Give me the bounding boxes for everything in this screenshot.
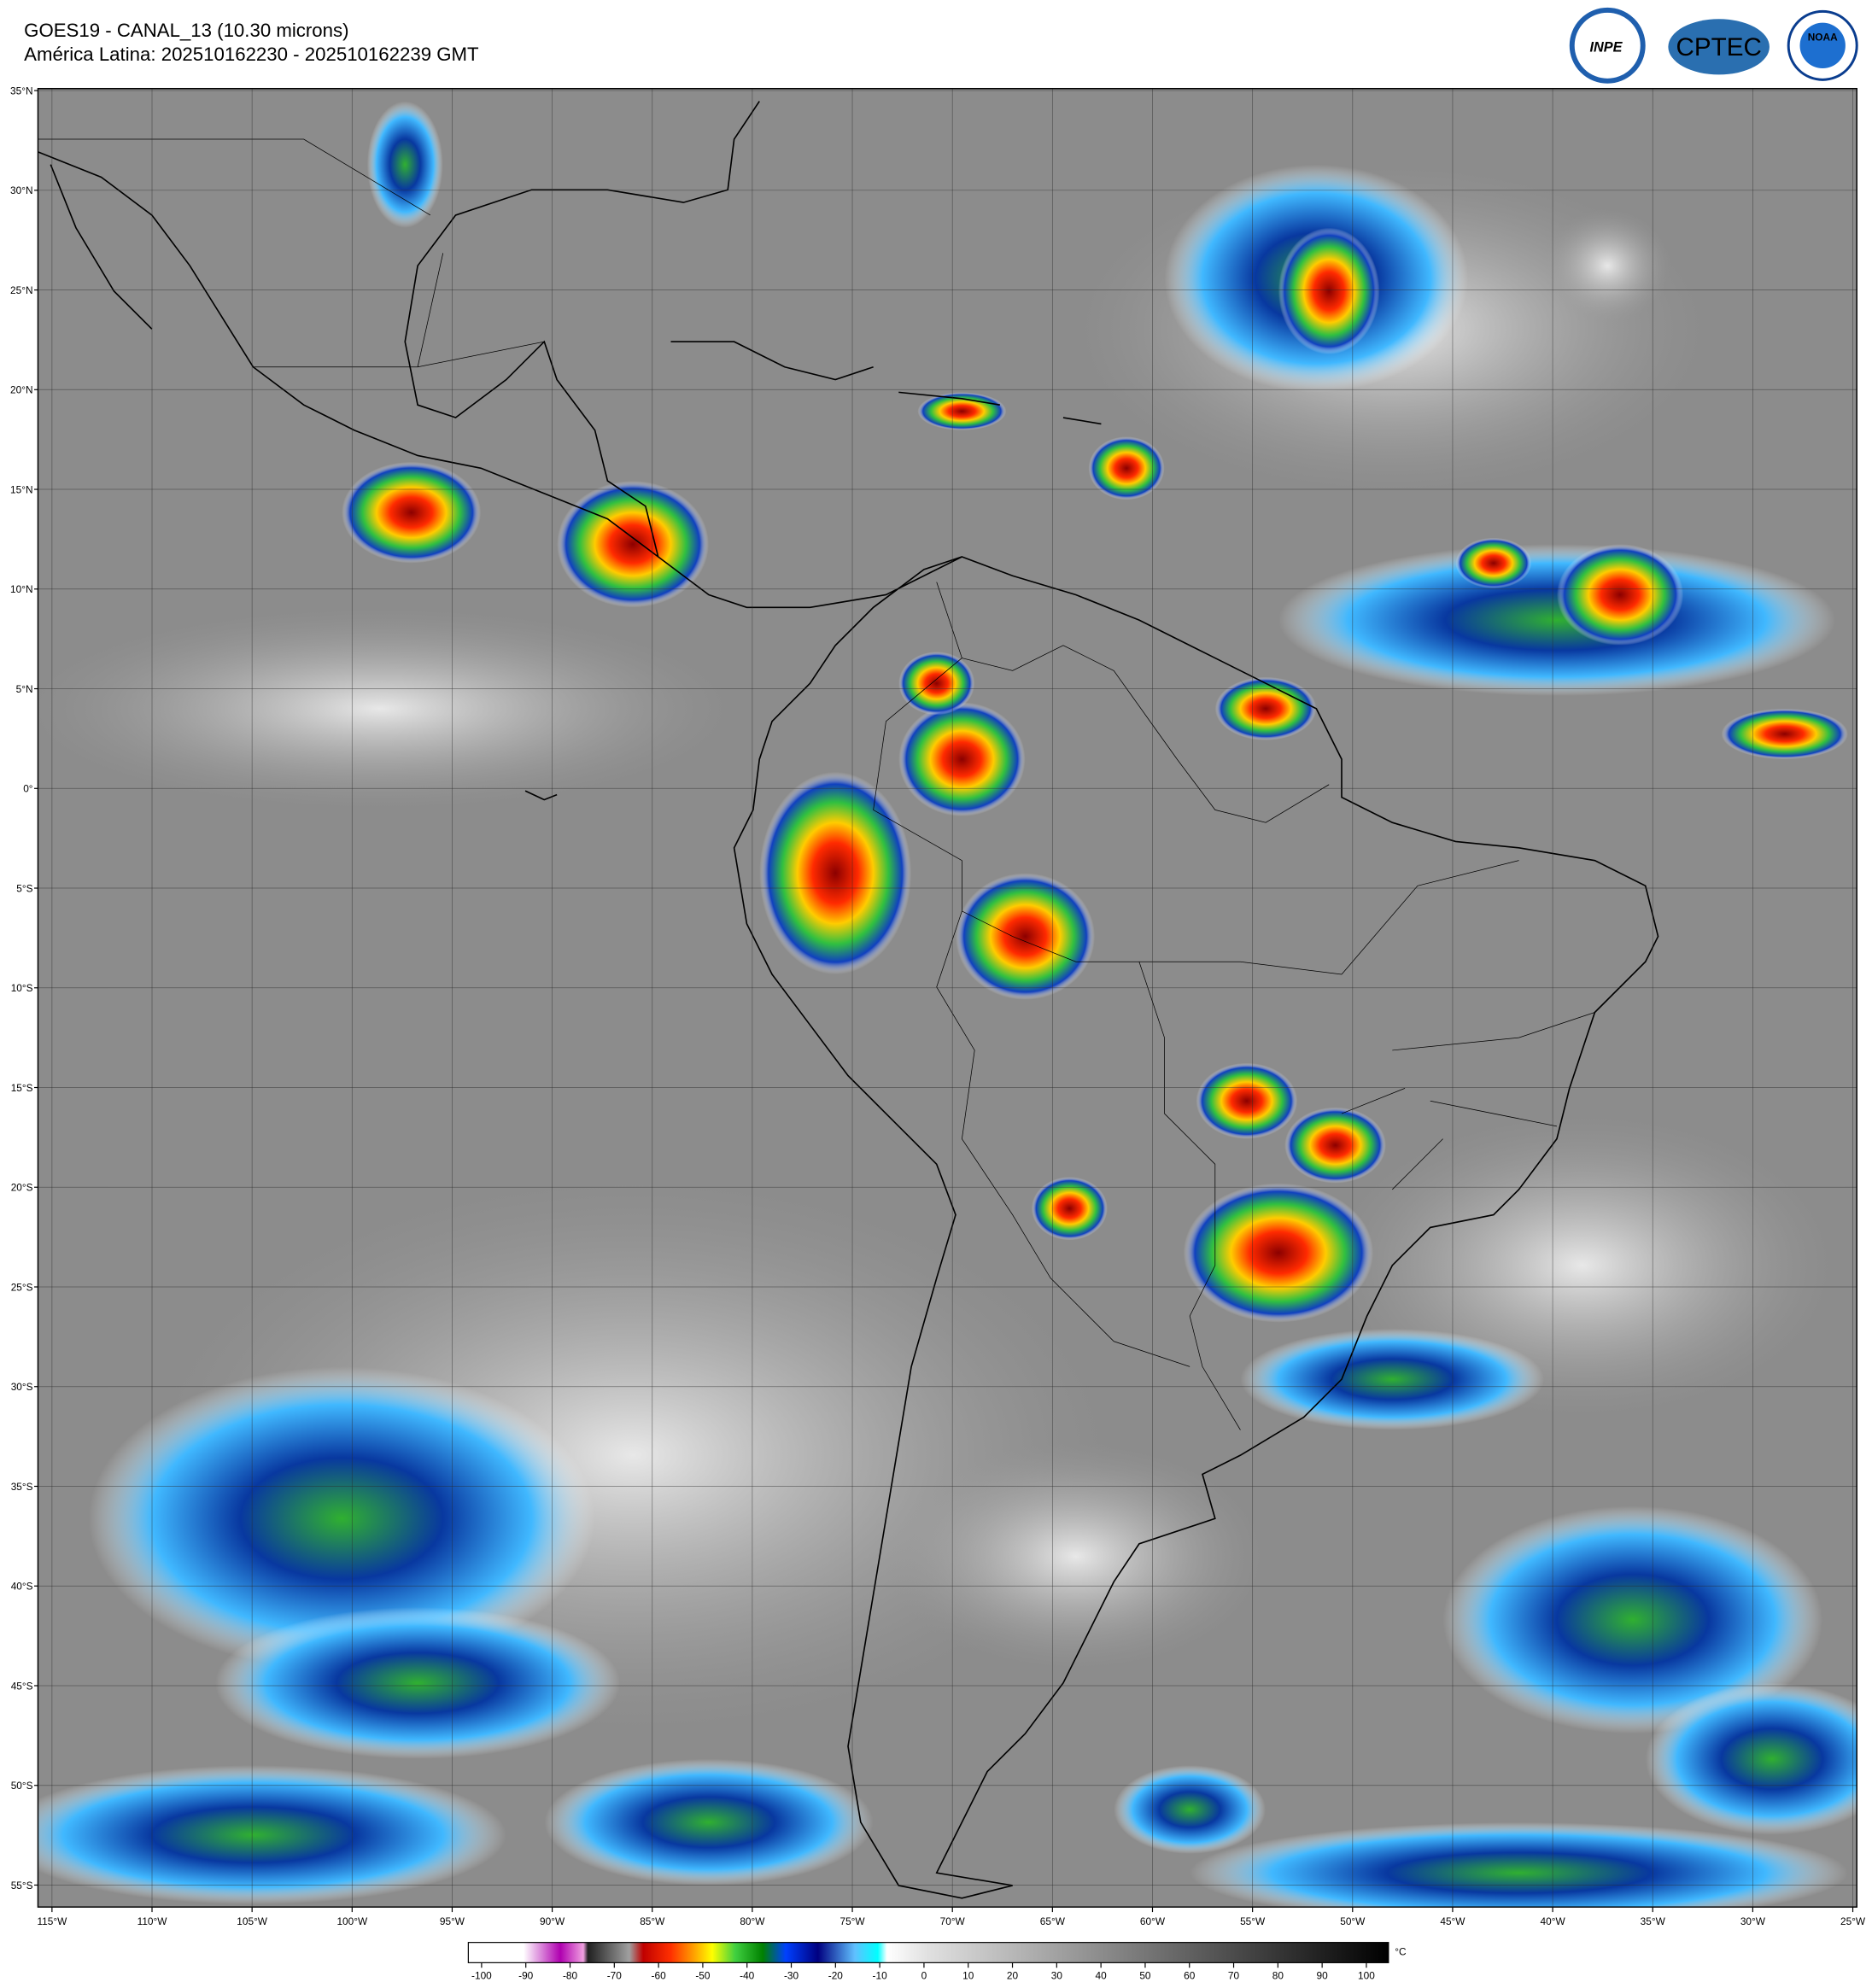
colorbar-tick-label: 70: [1228, 1970, 1240, 1982]
colorbar-tick-label: 30: [1051, 1970, 1063, 1982]
subtitle: América Latina: 202510162230 - 202510162…: [24, 44, 479, 65]
colorbar-tick-label: -100: [471, 1970, 492, 1982]
lon-label: 55°W: [1240, 1915, 1266, 1927]
lon-label: 60°W: [1140, 1915, 1166, 1927]
lon-label: 40°W: [1541, 1915, 1566, 1927]
logo-oval: [1668, 19, 1770, 75]
lat-label: 25°S: [11, 1281, 33, 1293]
colorbar-unit: °C: [1395, 1945, 1407, 1957]
colorbar-tick-label: -60: [652, 1970, 667, 1982]
lon-label: 95°W: [440, 1915, 465, 1927]
lon-label: 115°W: [37, 1915, 67, 1927]
colorbar-tick-label: 90: [1317, 1970, 1329, 1982]
colorbar-tick-label: -40: [740, 1970, 755, 1982]
lon-label: 35°W: [1641, 1915, 1666, 1927]
lat-label: 30°N: [10, 184, 32, 196]
colorbar-tick-label: -20: [828, 1970, 844, 1982]
borders: [38, 138, 1595, 1430]
lat-label: 40°S: [11, 1581, 33, 1593]
lon-label: 80°W: [740, 1915, 765, 1927]
logo-text: CPTEC: [1676, 33, 1761, 61]
lat-label: 10°S: [11, 982, 33, 994]
lat-label: 15°S: [11, 1082, 33, 1094]
lat-label: 30°S: [11, 1381, 33, 1393]
lat-label: 35°N: [10, 85, 32, 97]
coastlines: [38, 101, 1659, 1899]
lon-label: 105°W: [237, 1915, 267, 1927]
colorbar-tick-label: 10: [962, 1970, 974, 1982]
lat-label: 10°N: [10, 583, 32, 595]
lat-label: 20°S: [11, 1182, 33, 1194]
colorbar-tick-label: 80: [1272, 1970, 1284, 1982]
colorbar-tick-label: -90: [518, 1970, 534, 1982]
lat-label: 35°S: [11, 1481, 33, 1493]
lon-label: 100°W: [336, 1915, 367, 1927]
lon-label: 65°W: [1040, 1915, 1066, 1927]
lon-label: 50°W: [1340, 1915, 1366, 1927]
logo-text: NOAA: [1808, 31, 1838, 43]
colorbar-tick-label: -10: [873, 1970, 888, 1982]
lon-label: 75°W: [840, 1915, 866, 1927]
logo-ring: [1569, 7, 1646, 84]
logo-cptec: CPTEC: [1668, 19, 1770, 75]
lon-label: 90°W: [540, 1915, 565, 1927]
colorbar-ticks: -100 -90 -80 -70 -60 -50 -40 -30 -20 -10 0 10 20 30 40…: [471, 1962, 1375, 1982]
lon-label: 25°W: [1840, 1915, 1866, 1927]
lat-label: 55°S: [11, 1880, 33, 1892]
colorbar-tick-label: 50: [1139, 1970, 1151, 1982]
lat-label: 50°S: [11, 1780, 33, 1792]
logo-noaa: NOAA: [1787, 9, 1858, 81]
colorbar-tick-label: 40: [1096, 1970, 1108, 1982]
logo-text: INPE: [1589, 40, 1623, 56]
lon-label: 70°W: [940, 1915, 966, 1927]
graticule: [38, 88, 1857, 1908]
map-frame: [37, 87, 1857, 1908]
lon-label: 30°W: [1740, 1915, 1766, 1927]
lon-label: 110°W: [137, 1915, 168, 1927]
lat-label: 5°S: [16, 882, 32, 894]
colorbar-tick-label: -50: [695, 1970, 711, 1982]
convective-cells: [342, 227, 1848, 1323]
colorbar-tick-label: 0: [921, 1970, 927, 1982]
title: GOES19 - CANAL_13 (10.30 microns): [24, 20, 348, 41]
lon-label: 45°W: [1440, 1915, 1465, 1927]
colorbar-tick-label: -30: [784, 1970, 799, 1982]
colorbar: [467, 1942, 1389, 1963]
colorbar-tick-label: 20: [1007, 1970, 1019, 1982]
lat-label: 25°N: [10, 284, 32, 296]
satellite-image: [38, 88, 1857, 1908]
map-axes: 35°N 30°N 25°N 20°N 15°N 10°N 5°N 0° 5°S 10°S 15°S…: [10, 85, 1866, 1927]
colorbar-tick-label: 60: [1184, 1970, 1196, 1982]
colorbar-tick-label: -80: [563, 1970, 578, 1982]
lat-label: 45°S: [11, 1680, 33, 1692]
colorbar-tick-label: 100: [1358, 1970, 1375, 1982]
lat-label: 15°N: [10, 483, 32, 495]
lat-label: 5°N: [16, 683, 33, 695]
logo-inpe: INPE: [1569, 7, 1646, 84]
lon-label: 85°W: [640, 1915, 665, 1927]
cold-cloud-bands: [38, 101, 1857, 1908]
colorbar-tick-label: -70: [607, 1970, 623, 1982]
lat-label: 0°: [23, 783, 33, 795]
logo-disk: [1799, 22, 1846, 69]
lat-label: 20°N: [10, 384, 32, 396]
